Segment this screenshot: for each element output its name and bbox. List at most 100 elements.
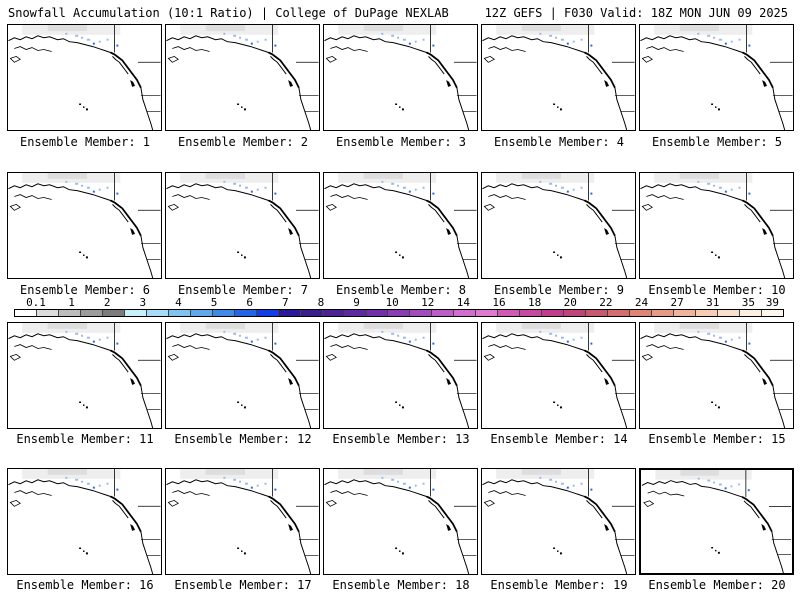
colorbar-swatch	[322, 310, 345, 316]
colorbar-swatch	[212, 310, 235, 316]
ensemble-member-label: Ensemble Member: 10	[648, 283, 786, 297]
map-background	[640, 323, 793, 428]
colorbar-swatch	[520, 310, 543, 316]
colorbar-tick-label: 14	[456, 296, 471, 309]
ensemble-member-map[interactable]	[165, 24, 320, 131]
ensemble-member-map[interactable]	[7, 172, 162, 279]
colorbar-tick-label: 12	[421, 296, 435, 309]
map-background	[324, 469, 477, 574]
map-background	[482, 173, 635, 278]
ensemble-member-map[interactable]	[639, 24, 794, 131]
colorbar-tick-label: 9	[353, 296, 360, 309]
ensemble-member-label: Ensemble Member: 4	[493, 135, 625, 149]
colorbar-tick-label: 22	[599, 296, 613, 309]
map-background	[166, 323, 319, 428]
ensemble-member-label: Ensemble Member: 8	[335, 283, 467, 297]
ensemble-member-label: Ensemble Member: 12	[174, 432, 312, 446]
colorbar-tick-label: 16	[492, 296, 506, 309]
colorbar-swatch	[718, 310, 740, 316]
colorbar-swatch	[542, 310, 565, 316]
ensemble-member-map[interactable]	[639, 172, 794, 279]
colorbar-swatch	[80, 310, 103, 316]
colorbar-swatch	[410, 310, 433, 316]
ensemble-member-map[interactable]	[481, 468, 636, 575]
ensemble-member-label: Ensemble Member: 3	[335, 135, 467, 149]
ensemble-member-map[interactable]	[323, 322, 478, 429]
ensemble-member-map[interactable]	[481, 322, 636, 429]
colorbar-tick-label: 18	[528, 296, 542, 309]
map-background	[482, 323, 635, 428]
valid-time-label: 12Z GEFS | F030 Valid: 18Z MON JUN 09 20…	[484, 6, 788, 20]
colorbar-tick-label: 2	[103, 296, 111, 309]
colorbar-tick-label: 24	[634, 296, 649, 309]
ensemble-member-map[interactable]	[323, 172, 478, 279]
colorbar-labels: 0.1 1 2 3 4 5 6 7 8 9 10 12 14 16 18 20 22 24 27 31 35 39	[14, 296, 784, 309]
ensemble-member-label: Ensemble Member: 16	[16, 578, 154, 592]
map-background	[8, 323, 161, 428]
colorbar-swatch	[168, 310, 191, 316]
colorbar-swatch	[388, 310, 411, 316]
colorbar-tick-label: 7	[282, 296, 289, 309]
ensemble-member-map[interactable]	[323, 24, 478, 131]
colorbar-swatch	[432, 310, 455, 316]
colorbar-swatch	[234, 310, 257, 316]
ensemble-member-label: Ensemble Member: 1	[19, 135, 151, 149]
map-background	[324, 25, 477, 130]
ensemble-member-map[interactable]	[481, 24, 636, 131]
map-background	[324, 173, 477, 278]
colorbar-tick-label: 20	[563, 296, 577, 309]
colorbar-swatch	[190, 310, 213, 316]
colorbar-tick-label: 31	[706, 296, 720, 309]
ensemble-member-map[interactable]	[165, 172, 320, 279]
map-background	[8, 25, 161, 130]
ensemble-member-map[interactable]	[7, 322, 162, 429]
ensemble-member-label: Ensemble Member: 13	[332, 432, 470, 446]
map-background	[166, 173, 319, 278]
map-background	[640, 173, 793, 278]
ensemble-member-label: Ensemble Member: 18	[332, 578, 470, 592]
colorbar-swatch	[630, 310, 653, 316]
colorbar-swatch	[586, 310, 609, 316]
colorbar-swatch	[696, 310, 718, 316]
ensemble-member-label: Ensemble Member: 5	[651, 135, 783, 149]
colorbar-tick-label: 8	[317, 296, 325, 309]
colorbar-swatch	[256, 310, 279, 316]
colorbar-swatch	[674, 310, 697, 316]
ensemble-member-label: Ensemble Member: 6	[19, 283, 151, 297]
ensemble-member-label: Ensemble Member: 7	[177, 283, 309, 297]
colorbar-tick-label: 39	[765, 296, 780, 309]
ensemble-member-map[interactable]	[165, 468, 320, 575]
colorbar-tick-label: 0.1	[26, 296, 46, 309]
colorbar-swatch	[124, 310, 147, 316]
colorbar-swatch	[652, 310, 675, 316]
colorbar-swatch	[366, 310, 389, 316]
ensemble-member-map[interactable]	[165, 322, 320, 429]
ensemble-member-map[interactable]	[7, 24, 162, 131]
map-background	[166, 469, 319, 574]
colorbar-swatch	[498, 310, 521, 316]
ensemble-member-label: Ensemble Member: 20	[648, 578, 786, 592]
map-background	[640, 25, 793, 130]
colorbar-tick-label: 6	[246, 296, 254, 309]
colorbar-swatch	[344, 310, 367, 316]
map-background	[641, 470, 792, 573]
colorbar-swatch	[146, 310, 169, 316]
map-background	[8, 173, 161, 278]
colorbar-swatch	[564, 310, 587, 316]
colorbar-swatch	[36, 310, 59, 316]
colorbar-tick-label: 3	[139, 296, 147, 309]
colorbar-swatch	[15, 310, 37, 316]
ensemble-member-map[interactable]	[7, 468, 162, 575]
ensemble-member-map[interactable]	[323, 468, 478, 575]
colorbar-swatch	[454, 310, 477, 316]
ensemble-member-map[interactable]	[639, 468, 794, 575]
ensemble-member-map[interactable]	[639, 322, 794, 429]
ensemble-member-label: Ensemble Member: 11	[16, 432, 154, 446]
colorbar-swatch	[102, 310, 125, 316]
ensemble-member-label: Ensemble Member: 9	[493, 283, 625, 297]
map-background	[166, 25, 319, 130]
ensemble-member-map[interactable]	[481, 172, 636, 279]
map-background	[482, 469, 635, 574]
ensemble-member-label: Ensemble Member: 14	[490, 432, 628, 446]
colorbar-tick-label: 10	[385, 296, 399, 309]
